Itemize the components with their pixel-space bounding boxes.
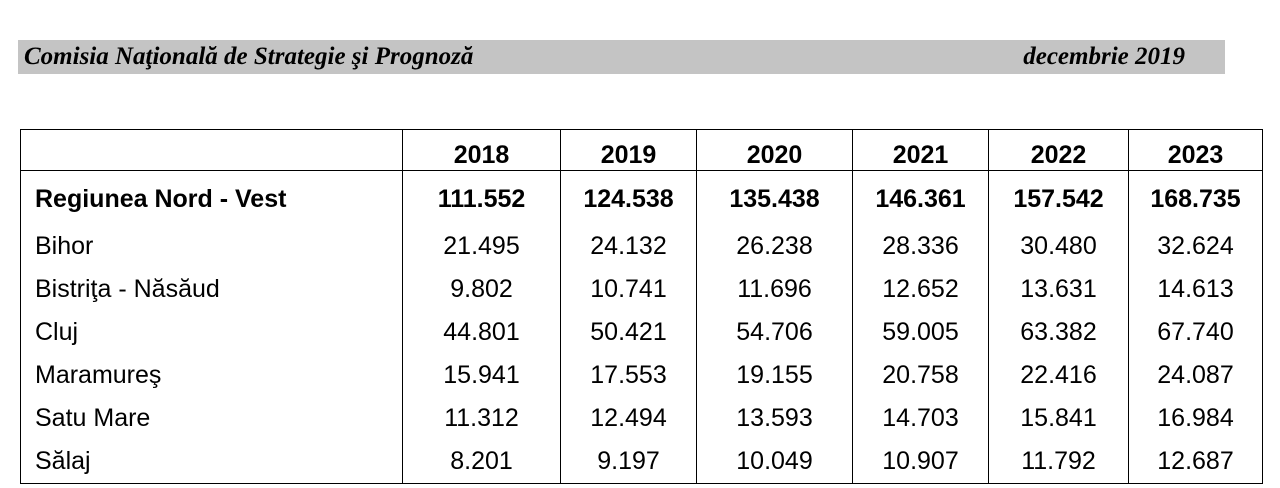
table-cell: 10.907 — [852, 440, 989, 484]
table-cell: 10.741 — [560, 268, 697, 311]
table-header-row: 2018 2019 2020 2021 2022 2023 — [20, 129, 1263, 171]
table-cell: 26.238 — [696, 225, 853, 268]
table-row: Satu Mare 11.312 12.494 13.593 14.703 15… — [21, 397, 1263, 440]
table-cell: 20.758 — [852, 354, 989, 397]
table-cell: 13.593 — [696, 397, 853, 440]
table-cell: 67.740 — [1128, 311, 1263, 354]
table-cell: 12.652 — [852, 268, 989, 311]
header-cell-empty — [20, 129, 403, 171]
table-cell: 44.801 — [402, 311, 561, 354]
row-label: Maramureş — [35, 361, 162, 389]
table-cell: 50.421 — [560, 311, 697, 354]
table-cell: 15.841 — [988, 397, 1129, 440]
table-cell: 54.706 — [696, 311, 853, 354]
row-label: Satu Mare — [35, 404, 151, 432]
column-header: 2023 — [1128, 129, 1263, 171]
table-cell: 8.201 — [402, 440, 561, 484]
row-label: Bihor — [35, 232, 94, 260]
row-label: Bistriţa - Năsăud — [35, 275, 220, 303]
row-label: Regiunea Nord - Vest — [35, 184, 287, 213]
table-cell: 63.382 — [988, 311, 1129, 354]
table-row: Cluj 44.801 50.421 54.706 59.005 63.382 … — [21, 311, 1263, 354]
table-cell: 15.941 — [402, 354, 561, 397]
table-cell: 16.984 — [1128, 397, 1263, 440]
table-row: Bihor 21.495 24.132 26.238 28.336 30.480… — [21, 225, 1263, 268]
table-cell: 14.703 — [852, 397, 989, 440]
document-header: Comisia Naţională de Strategie şi Progno… — [18, 40, 1225, 74]
table-row: Sălaj 8.201 9.197 10.049 10.907 11.792 1… — [21, 440, 1263, 484]
table-cell: 11.792 — [988, 440, 1129, 484]
row-label: Cluj — [35, 318, 79, 346]
table-cell: 11.696 — [696, 268, 853, 311]
table-cell: 28.336 — [852, 225, 989, 268]
table-cell: 59.005 — [852, 311, 989, 354]
table-cell: 17.553 — [560, 354, 697, 397]
table-cell: 157.542 — [988, 170, 1129, 225]
regional-data-table: 2018 2019 2020 2021 2022 2023 Regiunea N… — [20, 129, 1263, 484]
table-cell: 12.687 — [1128, 440, 1263, 484]
table-cell: 21.495 — [402, 225, 561, 268]
table-cell: 13.631 — [988, 268, 1129, 311]
table-cell: 24.087 — [1128, 354, 1263, 397]
column-header: 2019 — [560, 129, 697, 171]
table-row: Maramureş 15.941 17.553 19.155 20.758 22… — [21, 354, 1263, 397]
table-cell: 22.416 — [988, 354, 1129, 397]
table-cell: 9.802 — [402, 268, 561, 311]
table-cell: 146.361 — [852, 170, 989, 225]
table-cell: 30.480 — [988, 225, 1129, 268]
column-header: 2020 — [696, 129, 853, 171]
table-cell: 14.613 — [1128, 268, 1263, 311]
table-cell: 168.735 — [1128, 170, 1263, 225]
table-cell: 124.538 — [560, 170, 697, 225]
table-cell: 135.438 — [696, 170, 853, 225]
row-label: Sălaj — [35, 447, 91, 475]
table-cell: 10.049 — [696, 440, 853, 484]
table-row-total: Regiunea Nord - Vest 111.552 124.538 135… — [21, 170, 1263, 225]
table-cell: 9.197 — [560, 440, 697, 484]
table-row: Bistriţa - Năsăud 9.802 10.741 11.696 12… — [21, 268, 1263, 311]
table-cell: 24.132 — [560, 225, 697, 268]
table-cell: 32.624 — [1128, 225, 1263, 268]
organization-name: Comisia Naţională de Strategie şi Progno… — [24, 43, 474, 70]
table-cell: 111.552 — [402, 170, 561, 225]
table-cell: 19.155 — [696, 354, 853, 397]
table-cell: 12.494 — [560, 397, 697, 440]
column-header: 2022 — [988, 129, 1129, 171]
column-header: 2018 — [402, 129, 561, 171]
document-date: decembrie 2019 — [1023, 43, 1185, 70]
table-cell: 11.312 — [402, 397, 561, 440]
column-header: 2021 — [852, 129, 989, 171]
